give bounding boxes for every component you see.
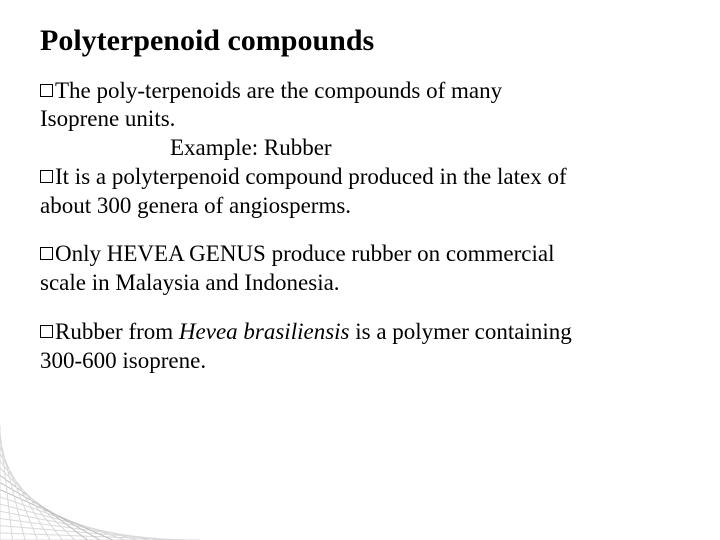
text-line: Isoprene units. (40, 106, 175, 131)
text-example: Example: Rubber (40, 134, 680, 163)
bullet-icon (40, 325, 53, 338)
text-line: The poly-terpenoids are the compounds of… (55, 78, 502, 103)
bullet-icon (40, 84, 53, 97)
slide-title: Polyterpenoid compounds (40, 24, 680, 59)
bullet-icon (40, 247, 53, 260)
text-line: 300-600 isoprene. (40, 348, 206, 373)
text-line: is a polymer containing (349, 319, 571, 344)
text-line: about 300 genera of angiosperms. (40, 193, 351, 218)
corner-decoration (0, 420, 220, 540)
text-line: It is a polyterpenoid compound produced … (55, 164, 567, 189)
slide-body: The poly-terpenoids are the compounds of… (40, 77, 680, 376)
text-line: scale in Malaysia and Indonesia. (40, 270, 340, 295)
bullet-icon (40, 170, 53, 183)
text-line: Rubber from (55, 319, 179, 344)
text-species: Hevea brasiliensis (179, 319, 350, 344)
slide: Polyterpenoid compounds The poly-terpeno… (0, 0, 720, 540)
text-line: Only HEVEA GENUS produce rubber on comme… (55, 241, 555, 266)
paragraph-3: Rubber from Hevea brasiliensis is a poly… (40, 318, 680, 376)
paragraph-1: The poly-terpenoids are the compounds of… (40, 77, 680, 221)
paragraph-2: Only HEVEA GENUS produce rubber on comme… (40, 240, 680, 298)
